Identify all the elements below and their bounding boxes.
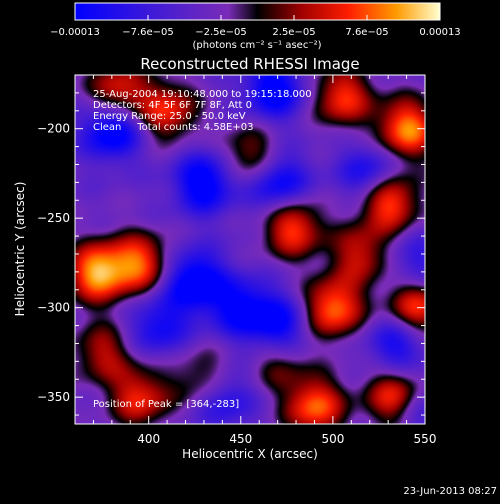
y-tick-label: −300 [37, 301, 70, 315]
chart-title: Reconstructed RHESSI Image [140, 55, 359, 73]
colorbar-tick-label: 2.5e−05 [272, 27, 315, 38]
detectors: Detectors: 4F 5F 6F 7F 8F, Att 0 [93, 100, 252, 111]
info-annotations: 25-Aug-2004 19:10:48.000 to 19:15:18.000… [93, 89, 312, 410]
plot-frame [74, 74, 426, 425]
x-tick-label: 550 [414, 432, 437, 446]
y-axis-label: Heliocentric Y (arcsec) [13, 182, 27, 317]
peak-position: Position of Peak = [364,-283] [93, 399, 239, 410]
y-tick-label: −250 [37, 211, 70, 225]
colorbar-tick-label: 7.6e−05 [345, 27, 388, 38]
colorbar-tick-label: −7.6e−05 [122, 27, 174, 38]
colorbar-tick-label: −2.5e−05 [195, 27, 247, 38]
energy-range: Energy Range: 25.0 - 50.0 keV [93, 111, 246, 122]
heatmap-image [75, 75, 425, 424]
colorbar-fill [75, 3, 440, 20]
x-tick-label: 400 [137, 432, 160, 446]
colorbar-unit: (photons cm⁻² s⁻¹ asec⁻²) [192, 40, 321, 51]
colorbar-tick-label: −0.00013 [50, 27, 100, 38]
axes: 400 450 500 550 −200 −250 −300 −350 [37, 74, 437, 446]
time-range: 25-Aug-2004 19:10:48.000 to 19:15:18.000 [93, 89, 312, 100]
x-axis-label: Heliocentric X (arcsec) [182, 447, 318, 461]
colorbar-tick-label: 0.00013 [419, 27, 460, 38]
colorbar-frame [74, 2, 441, 21]
y-tick-label: −350 [37, 390, 70, 404]
y-tick-label: −200 [37, 122, 70, 136]
colorbar: −0.00013 −7.6e−05 −2.5e−05 2.5e−05 7.6e−05 0.… [50, 2, 461, 51]
x-tick-label: 450 [229, 432, 252, 446]
clean-counts: Clean Total counts: 4.58E+03 [93, 122, 253, 133]
x-tick-label: 500 [321, 432, 344, 446]
footer-date: 23-Jun-2013 08:27 [403, 486, 497, 497]
